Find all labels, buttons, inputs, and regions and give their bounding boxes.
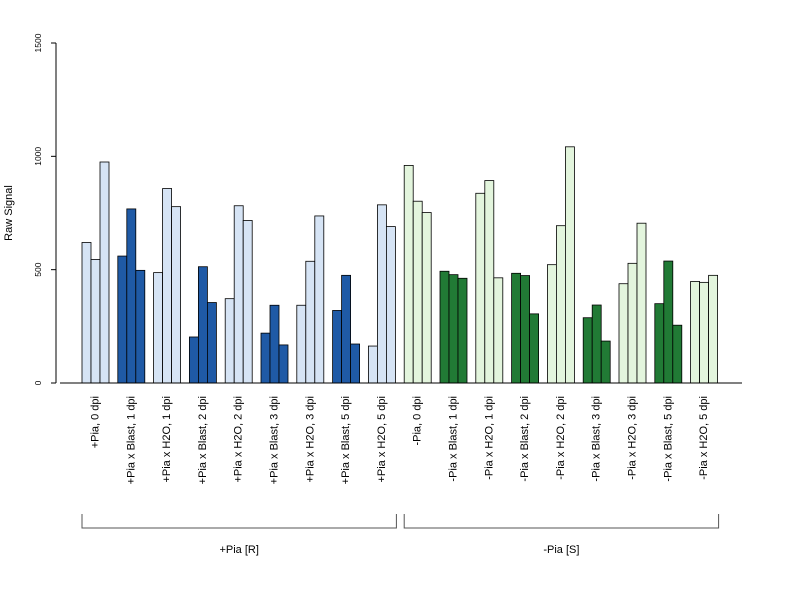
bar: [332, 310, 343, 384]
bar: [305, 260, 316, 384]
group-bracket: [81, 514, 397, 529]
bars-layer: [81, 146, 718, 384]
bar: [511, 272, 522, 384]
bar: [385, 226, 396, 384]
y-tick-label: 0: [33, 380, 43, 385]
x-tick-label: +Pia x Blast, 3 dpi: [269, 396, 281, 484]
bar: [663, 260, 674, 384]
bar: [565, 146, 575, 384]
bar: [171, 206, 182, 384]
bar: [636, 222, 647, 384]
bar: [350, 343, 361, 384]
bar: [699, 281, 709, 384]
x-tick-labels: +Pia, 0 dpi +Pia x Blast, 1 dpi +Pia x H2O…: [90, 396, 711, 484]
x-tick-label: -Pia x Blast, 5 dpi: [662, 396, 674, 482]
bar: [206, 302, 217, 384]
group-bracket-label: +Pia [R]: [219, 544, 258, 556]
x-tick-label: -Pia x Blast, 2 dpi: [519, 396, 531, 482]
bar: [457, 277, 468, 384]
bar: [197, 266, 208, 384]
bar: [600, 340, 611, 384]
bar: [591, 304, 602, 384]
x-tick-label: +Pia x Blast, 5 dpi: [340, 396, 352, 484]
bar: [260, 332, 271, 384]
bar: [224, 298, 235, 384]
bar: [582, 317, 593, 384]
y-axis-title: Raw Signal: [3, 185, 15, 241]
x-tick-label: +Pia x Blast, 1 dpi: [125, 396, 137, 484]
bar: [475, 192, 486, 384]
bar: [278, 344, 289, 384]
bar: [412, 200, 423, 384]
bar: [314, 215, 325, 384]
x-tick-label: -Pia x H2O, 3 dpi: [627, 396, 639, 480]
bar: [367, 345, 378, 384]
bar: [529, 313, 539, 384]
x-tick-label: +Pia x Blast, 2 dpi: [197, 396, 209, 484]
bar: [448, 274, 459, 384]
y-tick-label: 500: [33, 262, 43, 276]
x-tick-label: -Pia x Blast, 3 dpi: [591, 396, 603, 482]
bar: [296, 304, 307, 384]
bar: [269, 304, 280, 384]
bar: [672, 324, 683, 384]
group-bracket-label: -Pia [S]: [543, 544, 579, 556]
bar: [618, 283, 629, 384]
y-tick-label: 1500: [33, 33, 43, 52]
bar: [556, 225, 566, 384]
x-tick-label: +Pia x H2O, 1 dpi: [161, 396, 173, 483]
bar: [90, 259, 101, 384]
x-tick-label: -Pia x H2O, 5 dpi: [698, 396, 710, 480]
bar: [153, 272, 164, 384]
bar: [708, 274, 718, 384]
x-tick-label: +Pia x H2O, 2 dpi: [233, 396, 245, 483]
bar: [547, 264, 557, 384]
bar: [242, 220, 253, 384]
y-tick-label: 1000: [33, 147, 43, 166]
bar: [520, 275, 530, 384]
bar: [439, 270, 450, 384]
bar: [188, 336, 199, 384]
y-axis: 0 500 1000 1500: [33, 33, 57, 385]
bar: [421, 212, 432, 384]
bar: [690, 281, 700, 384]
bar: [376, 204, 387, 384]
bar: [81, 242, 92, 384]
x-tick-label: -Pia, 0 dpi: [412, 396, 424, 446]
x-tick-label: +Pia, 0 dpi: [90, 396, 102, 448]
bar: [233, 205, 244, 384]
group-bracket: [403, 514, 720, 529]
bar: [654, 303, 665, 384]
bar: [117, 255, 128, 384]
bar: [484, 180, 495, 384]
group-brackets: +Pia [R] -Pia [S]: [81, 514, 720, 556]
bar: [341, 274, 352, 384]
bar: [493, 277, 504, 384]
bar: [627, 262, 638, 384]
bar: [403, 164, 414, 384]
x-tick-label: +Pia x H2O, 5 dpi: [376, 396, 388, 483]
bar: [162, 188, 173, 384]
x-tick-label: -Pia x H2O, 1 dpi: [483, 396, 495, 480]
x-tick-label: -Pia x H2O, 2 dpi: [555, 396, 567, 480]
bar: [135, 269, 146, 384]
x-tick-label: -Pia x Blast, 1 dpi: [448, 396, 460, 482]
x-tick-label: +Pia x H2O, 3 dpi: [304, 396, 316, 483]
bar: [99, 161, 110, 384]
bar: [126, 208, 137, 384]
